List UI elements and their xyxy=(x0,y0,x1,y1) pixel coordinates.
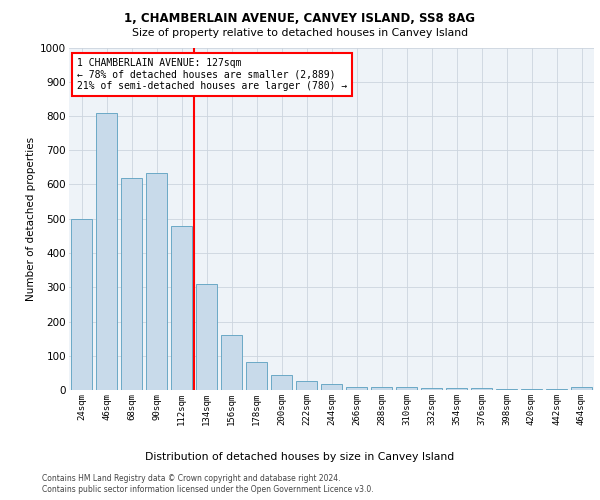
Bar xyxy=(496,388,517,390)
Text: 1, CHAMBERLAIN AVENUE, CANVEY ISLAND, SS8 8AG: 1, CHAMBERLAIN AVENUE, CANVEY ISLAND, SS… xyxy=(125,12,476,26)
Text: Distribution of detached houses by size in Canvey Island: Distribution of detached houses by size … xyxy=(145,452,455,462)
Bar xyxy=(271,374,292,390)
Bar xyxy=(196,284,217,390)
Bar xyxy=(421,388,442,390)
Text: Size of property relative to detached houses in Canvey Island: Size of property relative to detached ho… xyxy=(132,28,468,38)
Bar xyxy=(121,178,142,390)
Bar xyxy=(471,388,492,390)
Text: Contains HM Land Registry data © Crown copyright and database right 2024.: Contains HM Land Registry data © Crown c… xyxy=(42,474,341,483)
Text: 1 CHAMBERLAIN AVENUE: 127sqm
← 78% of detached houses are smaller (2,889)
21% of: 1 CHAMBERLAIN AVENUE: 127sqm ← 78% of de… xyxy=(77,58,347,91)
Bar xyxy=(446,388,467,390)
Bar xyxy=(146,172,167,390)
Text: Contains public sector information licensed under the Open Government Licence v3: Contains public sector information licen… xyxy=(42,485,374,494)
Bar xyxy=(571,388,592,390)
Bar xyxy=(346,386,367,390)
Bar xyxy=(96,112,117,390)
Y-axis label: Number of detached properties: Number of detached properties xyxy=(26,136,36,301)
Bar xyxy=(296,382,317,390)
Bar xyxy=(246,362,267,390)
Bar xyxy=(171,226,192,390)
Bar xyxy=(396,388,417,390)
Bar xyxy=(371,386,392,390)
Bar xyxy=(221,334,242,390)
Bar xyxy=(521,389,542,390)
Bar xyxy=(71,219,92,390)
Bar xyxy=(321,384,342,390)
